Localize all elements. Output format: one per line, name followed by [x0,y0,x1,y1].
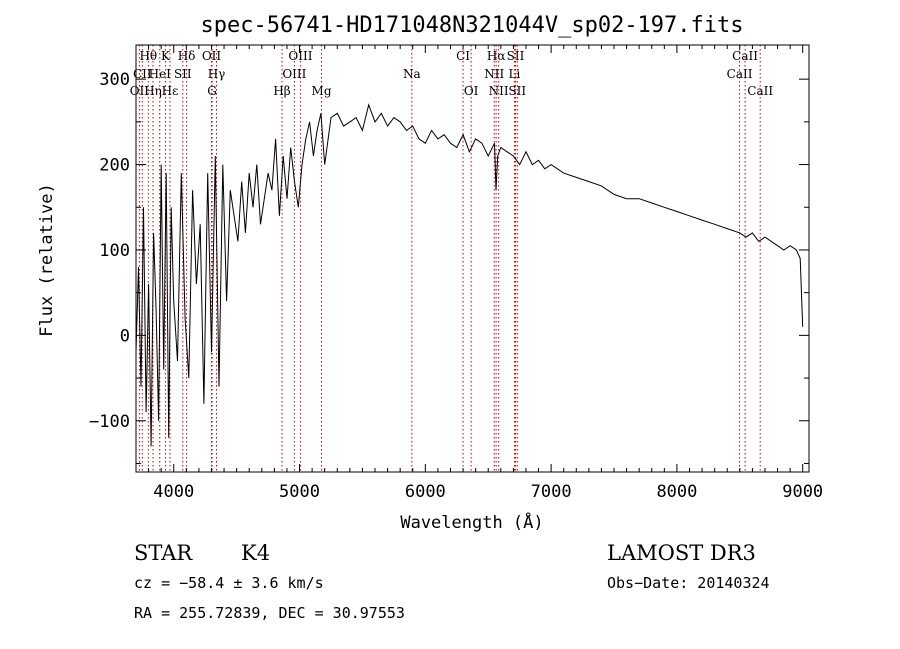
line-marker-label: G [207,84,217,98]
line-marker-label: CaII [732,49,758,63]
line-marker-label: CI [456,49,470,63]
line-marker-label: OIII [282,67,306,81]
x-tick-label: 6000 [405,482,446,502]
line-marker-label: NII [489,84,509,98]
spectrum-line [135,103,804,447]
x-axis-label: Wavelength (Å) [400,511,543,533]
line-marker-label: SII [174,67,192,81]
y-tick-label: 0 [120,326,130,346]
plot-frame [135,44,810,473]
line-marker-label: OIII [288,49,312,63]
line-marker-label: SII [508,84,526,98]
spectrum-series [135,103,804,447]
x-tick-label: 4000 [153,482,194,502]
redshift-cz: cz = −58.4 ± 3.6 km/s [134,574,324,592]
line-marker-label: Hθ [139,49,157,63]
line-marker-label: CII [133,67,152,81]
y-axis-ticks: −100 0 100 200 300 [89,70,809,464]
y-tick-label: 200 [99,156,130,176]
line-marker-label: Hε [162,84,179,98]
line-marker-label: Li [508,67,520,81]
line-marker-label: CaII [727,67,753,81]
line-marker-label: OII [130,84,150,98]
line-marker-label: Hη [144,84,162,98]
object-subclass: K4 [241,541,270,565]
x-tick-label: 5000 [279,482,320,502]
line-marker-label: Hδ [178,49,196,63]
line-marker-label: HeI [149,67,172,81]
x-axis-ticks: 4000 5000 6000 7000 8000 9000 [148,45,823,502]
line-marker-label: Hβ [273,84,290,98]
y-tick-label: 300 [99,70,130,90]
x-tick-label: 7000 [531,482,572,502]
line-marker-label: OII [202,49,222,63]
line-marker-label: NII [484,67,504,81]
y-tick-label: −100 [89,412,130,432]
y-tick-label: 100 [99,241,130,261]
line-marker-label: SII [507,49,525,63]
survey-name: LAMOST DR3 [607,541,756,565]
line-marker-label: Hγ [208,67,226,81]
x-tick-label: 9000 [782,482,823,502]
line-marker-label: K [161,49,171,63]
line-marker-label: Mg [312,84,332,98]
observation-date: Obs−Date: 20140324 [607,574,770,592]
line-marker-label: CaII [747,84,773,98]
object-class: STAR [134,541,193,565]
ra-dec: RA = 255.72839, DEC = 30.97553 [134,604,405,622]
y-axis-label: Flux (relative) [37,183,57,337]
line-marker-label: Na [403,67,421,81]
x-tick-label: 8000 [656,482,697,502]
chart-title: spec-56741-HD171048N321044V_sp02-197.fit… [200,13,743,38]
line-marker-label: Hα [487,49,506,63]
line-marker-label: OI [464,84,479,98]
